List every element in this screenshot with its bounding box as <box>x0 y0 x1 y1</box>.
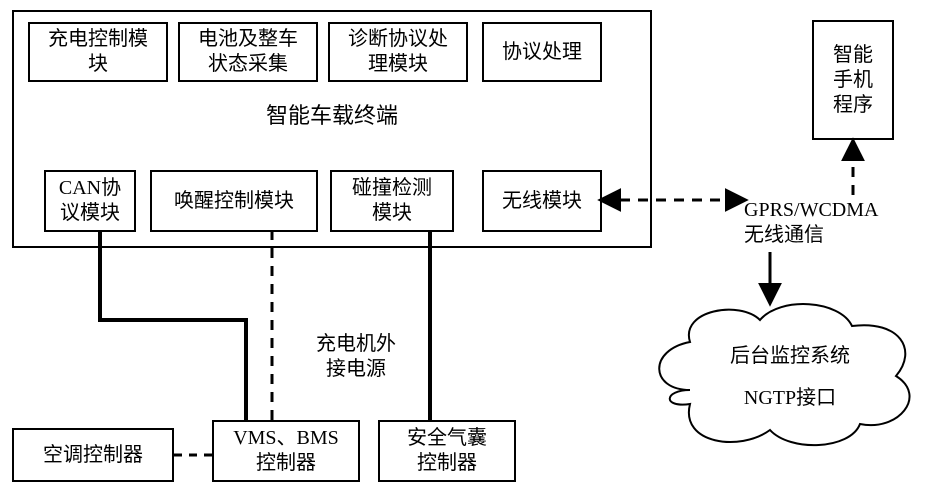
radio-comm-label: GPRS/WCDMA 无线通信 <box>744 198 931 248</box>
module-label: 诊断协议处 理模块 <box>344 25 452 79</box>
cloud-line2: NGTP接口 <box>680 382 900 414</box>
module-label: CAN协 议模块 <box>55 174 125 228</box>
module-label: 碰撞检测 模块 <box>348 174 436 228</box>
link-can-to-vmsbms <box>100 230 246 420</box>
module-charge-control: 充电控制模 块 <box>28 22 168 82</box>
cloud-line1: 后台监控系统 <box>680 340 900 372</box>
terminal-title: 智能车载终端 <box>14 102 650 130</box>
module-label: 协议处理 <box>498 38 586 67</box>
module-battery-status: 电池及整车 状态采集 <box>178 22 318 82</box>
module-label: 无线模块 <box>498 187 586 216</box>
phone-app-label: 智能 手机 程序 <box>829 41 877 120</box>
module-proto-handle: 协议处理 <box>482 22 602 82</box>
ac-controller-box: 空调控制器 <box>12 428 174 482</box>
charger-ext-power-label: 充电机外 接电源 <box>296 332 416 382</box>
vms-bms-label: VMS、BMS 控制器 <box>229 424 343 478</box>
module-label: 电池及整车 状态采集 <box>194 25 302 79</box>
module-diag-protocol: 诊断协议处 理模块 <box>328 22 468 82</box>
module-collision: 碰撞检测 模块 <box>330 170 454 232</box>
phone-app-box: 智能 手机 程序 <box>812 20 894 140</box>
module-wake: 唤醒控制模块 <box>150 170 318 232</box>
cloud-text: 后台监控系统 NGTP接口 <box>680 340 900 414</box>
airbag-label: 安全气囊 控制器 <box>403 424 491 478</box>
airbag-box: 安全气囊 控制器 <box>378 420 516 482</box>
terminal-container: 充电控制模 块 电池及整车 状态采集 诊断协议处 理模块 协议处理 智能车载终端… <box>12 10 652 248</box>
module-can: CAN协 议模块 <box>44 170 136 232</box>
module-wireless: 无线模块 <box>482 170 602 232</box>
module-label: 唤醒控制模块 <box>170 187 298 216</box>
vms-bms-box: VMS、BMS 控制器 <box>212 420 360 482</box>
module-label: 充电控制模 块 <box>44 25 152 79</box>
ac-controller-label: 空调控制器 <box>39 441 147 470</box>
